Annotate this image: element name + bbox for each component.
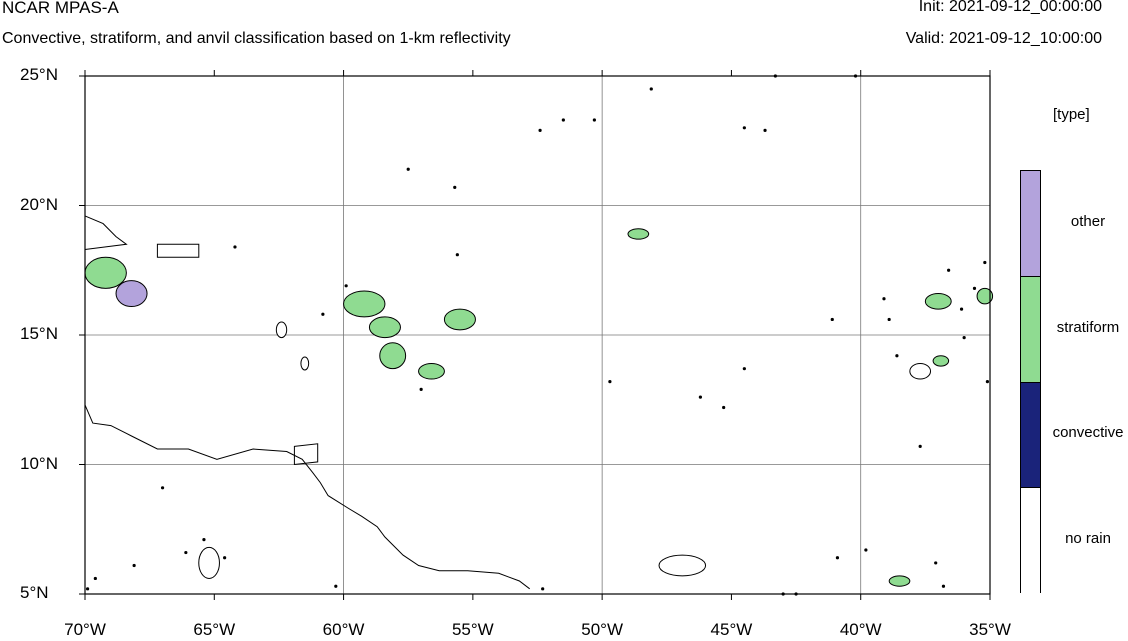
rain-dot	[763, 128, 767, 132]
x-tick-label: 35°W	[969, 620, 1011, 639]
rain-cell	[443, 308, 476, 331]
rain-dot	[887, 317, 891, 322]
rain-cell	[888, 575, 911, 587]
x-tick-label: 55°W	[451, 620, 494, 639]
rain-dot	[985, 380, 990, 384]
rain-dot	[742, 367, 746, 371]
rain-dot	[406, 167, 410, 171]
rain-dot	[830, 317, 834, 322]
rain-dot	[962, 335, 966, 340]
rain-dot	[184, 550, 188, 555]
rain-dot	[649, 87, 653, 91]
rain-dot	[344, 284, 348, 288]
rain-dot	[455, 253, 459, 257]
rain-cell	[198, 546, 220, 579]
rain-dot	[972, 286, 977, 290]
legend-label: convective	[1052, 424, 1124, 442]
rain-dot	[334, 584, 338, 588]
rain-cell	[343, 290, 386, 318]
rain-dot	[160, 486, 165, 490]
rain-cell	[275, 321, 288, 339]
legend-swatch	[1021, 488, 1040, 594]
coastline-trinidad	[293, 443, 319, 466]
rain-dot	[541, 587, 545, 591]
rain-dot	[202, 538, 206, 542]
rain-dot	[132, 563, 136, 568]
y-tick-label: 15°N	[20, 324, 58, 343]
rain-dot	[941, 584, 946, 588]
rain-dot	[835, 556, 840, 560]
rain-cell	[418, 362, 445, 380]
legend-label: no rain	[1065, 530, 1111, 548]
legend-title: [type]	[1053, 106, 1090, 123]
rain-dot	[895, 354, 899, 358]
valid-time: Valid: 2021-09-12_10:00:00	[905, 30, 1102, 47]
rain-cell	[379, 342, 407, 370]
legend-label: other	[1070, 212, 1106, 230]
x-tick-label: 60°W	[322, 620, 365, 639]
rain-dot	[93, 576, 97, 581]
rain-dot	[453, 185, 457, 189]
coastline-hispaniola	[84, 215, 128, 250]
rain-cell	[300, 356, 310, 371]
rain-cell	[924, 293, 952, 310]
x-tick-label: 65°W	[193, 620, 236, 639]
rain-dot	[321, 312, 325, 316]
rain-dot	[698, 395, 703, 399]
coastline-puerto-rico	[156, 243, 200, 258]
rain-dot	[419, 387, 423, 391]
rain-cell	[115, 280, 148, 308]
rain-dot	[864, 548, 868, 552]
rain-dot	[918, 444, 922, 448]
rain-dot	[959, 307, 964, 311]
init-time: Init: 2021-09-12_00:00:00	[918, 0, 1102, 15]
rain-cell	[658, 554, 707, 577]
rain-dot	[608, 380, 612, 384]
legend-label: stratiform	[1056, 318, 1120, 336]
legend-swatch	[1021, 171, 1040, 277]
rain-cell	[84, 256, 127, 289]
coastline-south-america	[84, 404, 531, 590]
rain-dot	[947, 268, 951, 272]
legend-swatch	[1021, 382, 1040, 489]
rain-dot	[934, 561, 938, 565]
y-tick-label: 20°N	[20, 194, 58, 214]
rain-cell	[976, 287, 994, 305]
rain-cell	[909, 362, 932, 380]
x-tick-label: 70°W	[64, 620, 106, 639]
rain-dot	[592, 118, 596, 122]
x-tick-label: 50°W	[581, 620, 624, 639]
rain-dot	[561, 118, 565, 122]
y-tick-label: 10°N	[20, 453, 58, 473]
rain-dot	[538, 128, 542, 132]
legend-colorbar	[1020, 170, 1041, 594]
rain-cell	[627, 228, 650, 240]
rain-dot	[233, 245, 237, 249]
y-tick-label: 5°N	[20, 583, 49, 602]
rain-dot	[223, 556, 227, 560]
x-tick-label: 40°W	[839, 620, 882, 639]
x-tick-label: 45°W	[710, 620, 753, 639]
title: NCAR MPAS-A	[2, 0, 119, 17]
rain-cell	[932, 355, 950, 367]
rain-dot	[882, 297, 886, 301]
subtitle: Convective, stratiform, and anvil classi…	[2, 30, 511, 47]
rain-dot	[983, 260, 987, 265]
rain-cell	[368, 316, 401, 339]
rain-dot	[85, 587, 90, 591]
rain-dot	[742, 126, 746, 130]
legend-swatch	[1021, 276, 1040, 383]
y-tick-label: 25°N	[20, 65, 58, 84]
rain-dot	[722, 405, 726, 410]
